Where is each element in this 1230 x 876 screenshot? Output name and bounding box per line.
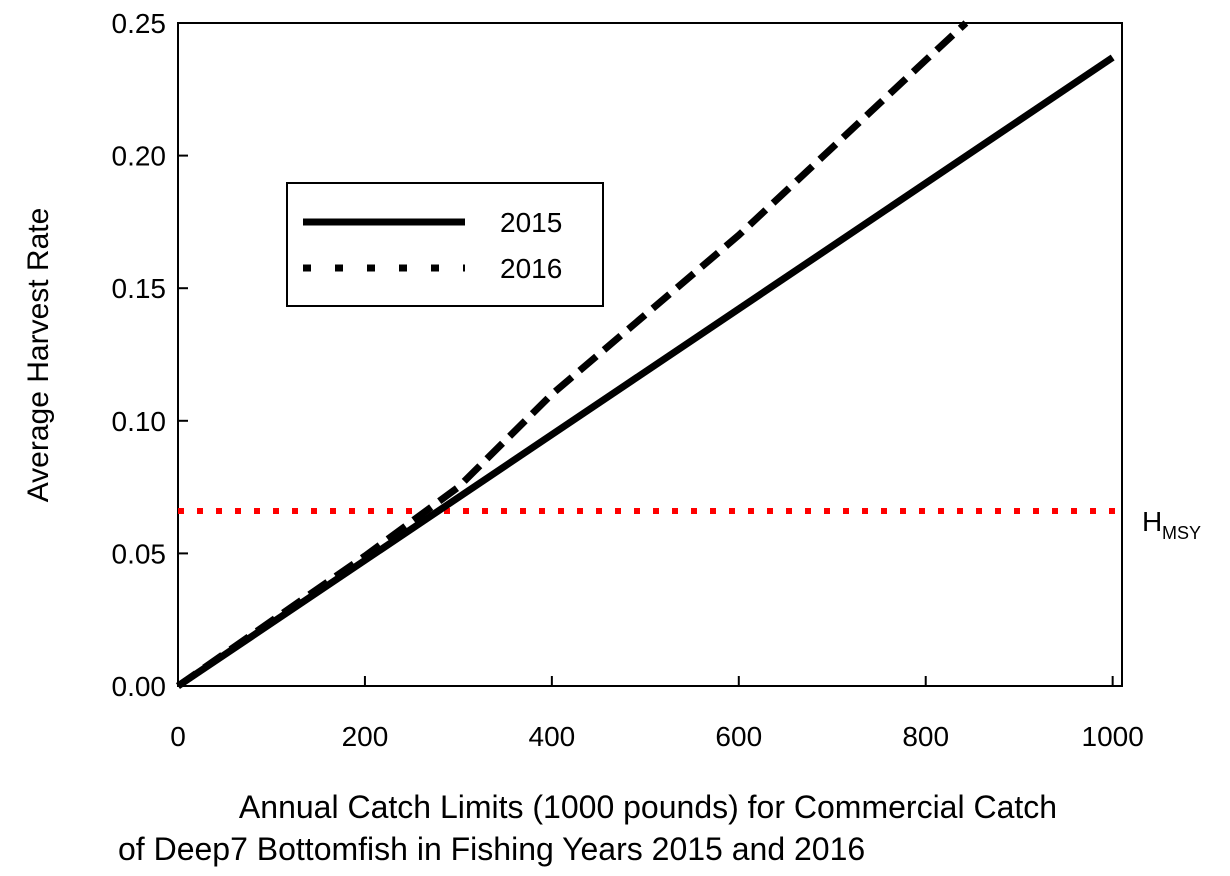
y-tick-label: 0.10 [112, 406, 167, 437]
y-tick-label: 0.25 [112, 8, 167, 39]
series-line [176, 20, 969, 689]
y-tick-label: 0.20 [112, 141, 167, 172]
legend-label: 2016 [500, 253, 562, 284]
series-line [176, 54, 1115, 689]
y-tick-label: 0.05 [112, 538, 167, 569]
x-tick-label: 0 [170, 721, 186, 752]
y-tick-label: 0.15 [112, 273, 167, 304]
x-tick-label: 200 [342, 721, 389, 752]
legend-label: 2015 [500, 207, 562, 238]
legend-box [286, 182, 604, 307]
plot-frame [177, 22, 1123, 687]
reference-label-sub: MSY [1162, 523, 1201, 543]
reference-label: H [1142, 506, 1162, 537]
x-axis-label: Annual Catch Limits (1000 pounds) for Co… [239, 789, 1057, 825]
x-tick-label: 1000 [1082, 721, 1144, 752]
x-tick-label: 400 [529, 721, 576, 752]
x-tick-label: 600 [715, 721, 762, 752]
x-tick-label: 800 [902, 721, 949, 752]
y-axis-label: Average Harvest Rate [22, 208, 55, 503]
y-tick-label: 0.00 [112, 671, 167, 702]
x-axis-label: of Deep7 Bottomfish in Fishing Years 201… [118, 831, 865, 867]
